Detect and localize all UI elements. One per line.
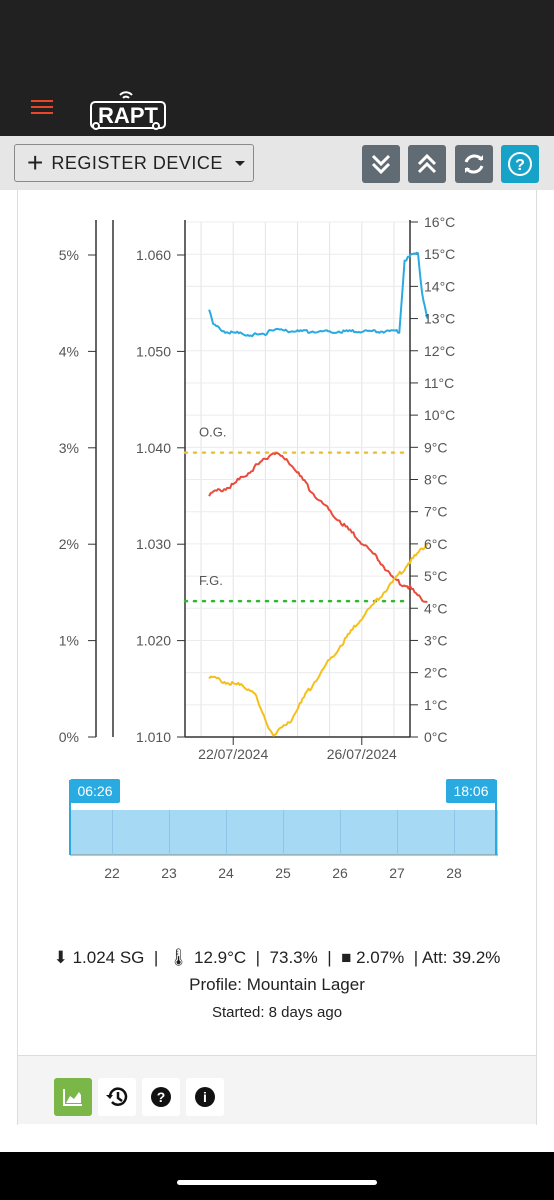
abv-tick-label: 1% xyxy=(59,633,79,649)
range-day-label: 23 xyxy=(161,865,177,881)
temp-tick-label: 0°C xyxy=(424,729,448,745)
chevrons-up-icon xyxy=(417,153,437,174)
card-actions xyxy=(18,1056,536,1124)
thermometer-icon: 🌡 xyxy=(167,948,190,967)
temp-tick-label: 11°C xyxy=(424,375,454,391)
logo-text: RAPT xyxy=(98,103,158,128)
temp-tick-label: 16°C xyxy=(424,214,455,230)
abv-tick-label: 4% xyxy=(59,343,79,359)
temp-tick-label: 3°C xyxy=(424,632,448,648)
history-button[interactable] xyxy=(98,1078,136,1116)
temp-tick-label: 6°C xyxy=(424,536,448,552)
gravity-tick-label: 1.030 xyxy=(136,536,171,552)
temp-tick-label: 5°C xyxy=(424,568,448,584)
date-tick-label: 26/07/2024 xyxy=(327,746,397,762)
gravity-tick-label: 1.010 xyxy=(136,729,171,745)
attenuation-value: 73.3% xyxy=(269,948,318,967)
hamburger-menu-icon[interactable] xyxy=(31,100,53,118)
history-icon xyxy=(106,1087,128,1106)
temp-tick-label: 4°C xyxy=(424,600,448,616)
svg-text:?: ? xyxy=(157,1089,166,1105)
plus-icon: + xyxy=(27,147,44,178)
temp-tick-label: 13°C xyxy=(424,311,455,327)
help-button[interactable]: ? xyxy=(501,145,539,183)
profile-text: Profile: Mountain Lager xyxy=(189,975,365,994)
separator: | xyxy=(153,948,159,967)
abv-tick-label: 5% xyxy=(59,247,79,263)
home-indicator[interactable] xyxy=(177,1180,377,1185)
expand-all-button[interactable] xyxy=(408,145,446,183)
gravity-series-line xyxy=(208,251,429,338)
abv-tick-label: 0% xyxy=(59,729,79,745)
started-text: Started: 8 days ago xyxy=(211,1004,343,1021)
svg-text:?: ? xyxy=(515,157,525,174)
abv-tick-label: 3% xyxy=(59,440,79,456)
device-card xyxy=(17,190,537,1125)
att-value: Att: 39.2% xyxy=(421,948,501,967)
fermentation-chart: 0% 1% 2% 3% 4% 5% 1.010 1.020 1.030 1.040 1.050 1.0… xyxy=(59,214,456,762)
abv-value: 2.07% xyxy=(356,948,405,967)
range-day-label: 28 xyxy=(446,865,462,881)
help-info-button[interactable]: ? xyxy=(142,1078,180,1116)
temperature-value: 12.9°C xyxy=(194,948,247,967)
svg-text:i: i xyxy=(203,1089,207,1105)
temp-tick-label: 7°C xyxy=(424,504,448,520)
temp-tick-label: 15°C xyxy=(424,246,455,262)
temp-tick-label: 12°C xyxy=(424,343,455,359)
system-navigation-bar xyxy=(0,1152,554,1200)
info-circle-icon: i xyxy=(195,1087,215,1107)
refresh-button[interactable] xyxy=(455,145,493,183)
abv-series-line xyxy=(208,452,428,603)
date-range-selector[interactable]: 22 23 24 25 26 27 28 06:26 18:06 xyxy=(0,776,554,886)
register-device-button[interactable]: + REGISTER DEVICE xyxy=(14,144,254,182)
temp-tick-label: 2°C xyxy=(424,665,448,681)
range-day-label: 24 xyxy=(218,865,234,881)
collapse-all-button[interactable] xyxy=(362,145,400,183)
gravity-tick-label: 1.050 xyxy=(136,343,171,359)
range-start-label: 06:26 xyxy=(77,783,112,799)
caret-down-icon xyxy=(234,160,245,166)
hydrometer-icon: ⬇ xyxy=(53,948,68,967)
refresh-icon xyxy=(464,154,484,174)
app-bar xyxy=(0,82,554,136)
temp-tick-label: 14°C xyxy=(424,278,455,294)
range-end-label: 18:06 xyxy=(453,783,488,799)
chart-button[interactable] xyxy=(54,1078,92,1116)
separator: | xyxy=(327,948,332,967)
chevrons-down-icon xyxy=(371,154,391,175)
gravity-value: 1.024 SG xyxy=(72,948,145,967)
temperature-series-line xyxy=(208,543,429,737)
question-circle-icon: ? xyxy=(151,1087,171,1107)
chart-area-icon xyxy=(63,1089,82,1106)
range-day-label: 27 xyxy=(389,865,405,881)
rapt-logo: RAPT xyxy=(90,91,166,130)
stats-line: ⬇ 1.024 SG | 🌡 12.9°C | 73.3% | ■ 2.07% … xyxy=(0,948,554,968)
og-label: O.G. xyxy=(199,425,226,440)
gravity-tick-label: 1.060 xyxy=(136,247,171,263)
help-circle-icon: ? xyxy=(508,152,532,176)
info-button[interactable]: i xyxy=(186,1078,224,1116)
range-day-label: 26 xyxy=(332,865,348,881)
range-day-label: 25 xyxy=(275,865,291,881)
temp-tick-label: 1°C xyxy=(424,697,448,713)
temp-tick-label: 9°C xyxy=(424,439,448,455)
range-end-badge xyxy=(446,779,496,803)
gravity-tick-label: 1.020 xyxy=(136,633,171,649)
fg-label: F.G. xyxy=(199,573,223,588)
gravity-tick-label: 1.040 xyxy=(136,440,171,456)
range-day-label: 22 xyxy=(104,865,120,881)
beer-mug-icon: ■ xyxy=(341,948,352,967)
divider xyxy=(18,1055,536,1056)
temp-tick-label: 8°C xyxy=(424,472,448,488)
separator: | xyxy=(413,948,419,967)
date-tick-label: 22/07/2024 xyxy=(198,746,268,762)
status-bar xyxy=(0,0,554,82)
register-device-label: REGISTER DEVICE xyxy=(51,152,223,173)
range-start-badge xyxy=(70,779,120,803)
separator: | xyxy=(255,948,261,967)
temp-tick-label: 10°C xyxy=(424,407,455,423)
abv-tick-label: 2% xyxy=(59,536,79,552)
